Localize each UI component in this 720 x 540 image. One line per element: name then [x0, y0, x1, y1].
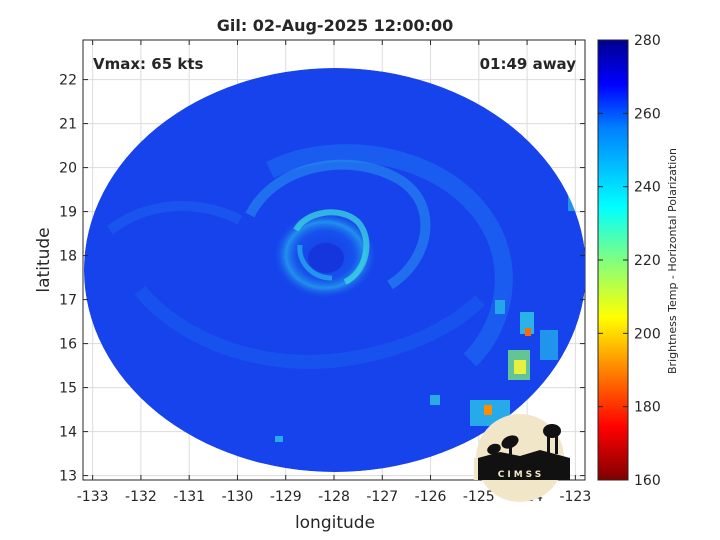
x-tick-label: -131: [173, 489, 205, 505]
colorbar-tick-label: 180: [634, 400, 661, 416]
eyewall-arc: [297, 244, 333, 281]
eyewall-arc: [293, 209, 370, 285]
x-tick-label: -130: [222, 489, 254, 505]
x-tick-label: -129: [270, 489, 302, 505]
y-tick-label: 16: [59, 337, 77, 353]
y-tick-label: 13: [59, 469, 77, 485]
spiral-band: [245, 159, 431, 290]
colorbar-tick-label: 200: [634, 326, 661, 342]
x-axis-label: longitude: [295, 513, 375, 533]
x-tick-label: -125: [463, 489, 495, 505]
time-away-label: 01:49 away: [480, 55, 577, 73]
x-tick-label: -123: [559, 489, 591, 505]
x-tick-label: -126: [415, 489, 447, 505]
spiral-band: [107, 201, 243, 235]
x-tick-label: -133: [77, 489, 109, 505]
colorbar-tick-label: 160: [634, 473, 661, 489]
y-tick-label: 14: [59, 425, 77, 441]
y-tick-label: 15: [59, 381, 77, 397]
colorbar-label: Brightness Temp - Horizontal Polarizatio…: [666, 148, 679, 374]
colorbar-tick-label: 240: [634, 180, 661, 196]
logo-text: CIMSS: [498, 470, 544, 480]
y-tick-label: 19: [59, 205, 77, 221]
colorbar-tick-label: 280: [634, 33, 661, 49]
y-tick-label: 18: [59, 249, 77, 265]
colorbar-ticks: 160 180 200 220 240 260 280: [598, 33, 661, 489]
spiral-band: [134, 285, 485, 369]
vmax-label: Vmax: 65 kts: [93, 55, 203, 73]
eye: [308, 243, 344, 273]
microwave-swath: [84, 68, 585, 472]
y-tick-label: 20: [59, 161, 77, 177]
x-tick-label: -127: [366, 489, 398, 505]
chart-title: Gil: 02-Aug-2025 12:00:00: [217, 16, 454, 35]
x-tick-label: -128: [318, 489, 350, 505]
y-tick-label: 22: [59, 73, 77, 89]
y-axis: 13 14 15 16 17 18 19 20 21 22: [59, 73, 585, 485]
cimss-logo: CIMSS: [474, 414, 570, 502]
colorbar-tick-label: 260: [634, 106, 661, 122]
y-axis-label: latitude: [34, 227, 54, 292]
colorbar-tick-label: 220: [634, 253, 661, 269]
y-tick-label: 17: [59, 293, 77, 309]
x-tick-label: -132: [125, 489, 157, 505]
y-tick-label: 21: [59, 117, 77, 133]
